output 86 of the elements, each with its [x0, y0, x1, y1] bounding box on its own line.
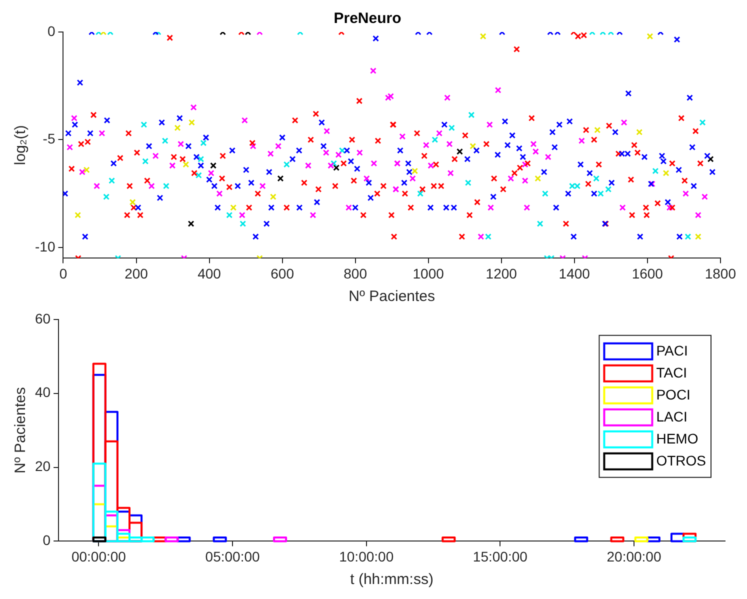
- point: [162, 182, 170, 190]
- x-tick-label: 1200: [486, 265, 518, 282]
- point: [188, 220, 194, 227]
- x-tick-label: 0: [59, 265, 68, 282]
- point: [129, 198, 136, 206]
- y-tick-label: -10: [35, 238, 56, 254]
- point: [162, 138, 168, 144]
- point: [448, 124, 455, 132]
- x-tick-label: 1400: [558, 265, 590, 282]
- point: [707, 156, 714, 162]
- point: [270, 194, 276, 200]
- point: [195, 172, 202, 178]
- point: [226, 212, 233, 218]
- point: [536, 220, 544, 227]
- point: [456, 148, 463, 155]
- y-tick-label: -5: [42, 130, 56, 147]
- point: [684, 233, 692, 240]
- point: [182, 161, 190, 168]
- x-tick-label: 05:00:00: [205, 548, 260, 564]
- legend-label: PACI: [656, 342, 688, 358]
- point: [230, 204, 237, 211]
- legend-label: LACI: [656, 408, 688, 424]
- point: [103, 194, 110, 200]
- point: [142, 158, 149, 164]
- y-axis-title: Nº Pacientes: [12, 387, 30, 474]
- chart-title: PreNeuro: [334, 10, 402, 28]
- legend-label: TACI: [656, 364, 688, 380]
- point: [699, 119, 706, 126]
- point: [568, 182, 576, 190]
- point: [605, 186, 612, 192]
- legend-label: POCI: [656, 386, 690, 402]
- point: [174, 124, 181, 132]
- point: [480, 33, 486, 40]
- x-tick-label: 10:00:00: [339, 548, 394, 564]
- y-tick-label: 60: [34, 310, 51, 326]
- y-tick-label: 40: [34, 384, 51, 400]
- point: [593, 175, 600, 182]
- y-tick-label: 0: [47, 22, 56, 39]
- point: [188, 119, 195, 126]
- point: [330, 160, 338, 167]
- point: [333, 164, 340, 171]
- point: [468, 112, 475, 118]
- point: [597, 190, 604, 197]
- point: [338, 147, 346, 154]
- point: [694, 233, 702, 240]
- point: [470, 142, 476, 150]
- x-tick-label: 1800: [704, 265, 736, 282]
- point: [140, 121, 148, 128]
- point: [210, 162, 217, 169]
- point: [636, 128, 643, 136]
- x-axis-title: t (hh:mm:ss): [350, 571, 434, 588]
- point: [417, 190, 424, 197]
- legend-label: OTROS: [656, 452, 706, 468]
- x-tick-label: 800: [344, 265, 368, 282]
- x-tick-label: 600: [270, 265, 294, 282]
- point: [432, 136, 438, 143]
- point: [542, 190, 548, 197]
- point: [277, 175, 284, 182]
- x-tick-label: 200: [124, 265, 148, 282]
- point: [652, 168, 659, 174]
- y-tick-label: 0: [42, 532, 51, 548]
- point: [198, 156, 204, 162]
- point: [283, 161, 290, 168]
- y-tick-label: 20: [34, 458, 51, 474]
- point: [240, 220, 246, 227]
- point: [534, 175, 542, 182]
- point: [662, 170, 670, 176]
- point: [108, 177, 116, 184]
- x-tick-label: 1000: [412, 265, 444, 282]
- x-axis-title: Nº Pacientes: [348, 288, 436, 306]
- point: [464, 180, 472, 186]
- point: [83, 166, 90, 174]
- x-tick-label: 00:00:00: [71, 548, 126, 564]
- point: [574, 182, 581, 190]
- point: [74, 212, 82, 218]
- x-tick-label: 400: [198, 265, 222, 282]
- point: [484, 233, 492, 240]
- y-axis-title: log₂(t): [12, 125, 30, 166]
- point: [412, 168, 418, 174]
- point: [200, 140, 207, 146]
- x-tick-label: 15:00:00: [472, 548, 528, 564]
- x-tick-label: 1600: [632, 265, 664, 282]
- point: [594, 126, 601, 134]
- point: [646, 33, 654, 40]
- legend-label: HEMO: [656, 430, 698, 446]
- x-tick-label: 20:00:00: [606, 548, 662, 564]
